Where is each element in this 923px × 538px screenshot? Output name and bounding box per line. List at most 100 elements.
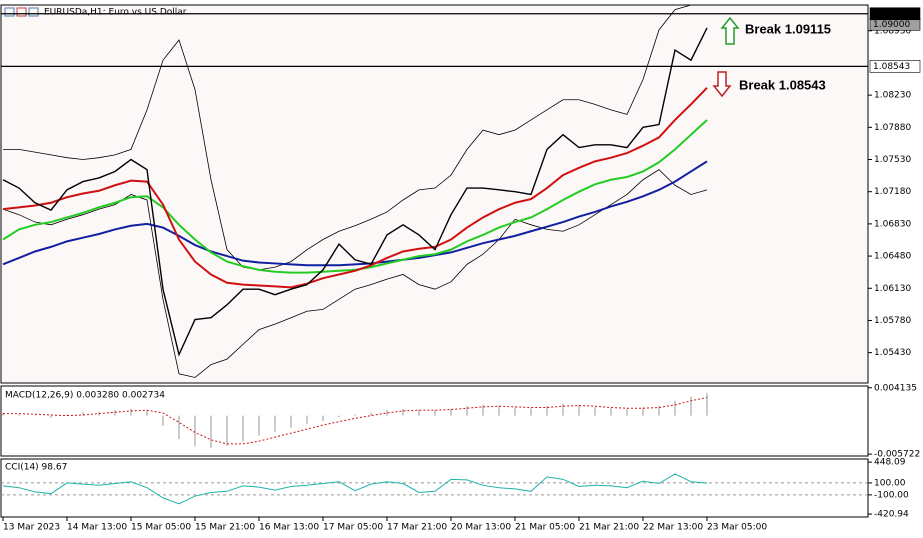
x-tick-label: 21 Mar 21:00 bbox=[579, 523, 639, 533]
histogram-bar bbox=[386, 410, 388, 416]
y-tick-label: 1.06480 bbox=[874, 252, 911, 262]
y-tick-label: 448.09 bbox=[874, 458, 906, 468]
x-tick-label: 23 Mar 05:00 bbox=[707, 523, 767, 533]
histogram-bar bbox=[290, 415, 292, 428]
histogram-bar bbox=[642, 407, 644, 416]
histogram-bar bbox=[338, 415, 340, 417]
panel-plot bbox=[2, 393, 708, 448]
y-tick-label: -0.005722 bbox=[874, 450, 920, 460]
y-tick-label: 0.004135 bbox=[874, 383, 917, 393]
y-tick-label: -100.00 bbox=[874, 490, 909, 500]
histogram-bar bbox=[114, 410, 116, 416]
panel-plot bbox=[1, 473, 868, 505]
histogram-bar bbox=[434, 410, 436, 416]
histogram-bar bbox=[306, 415, 308, 424]
histogram-bar bbox=[690, 396, 692, 416]
histogram-bar bbox=[50, 415, 52, 418]
x-tick-label: 20 Mar 13:00 bbox=[451, 523, 511, 533]
y-tick-label: 1.06130 bbox=[874, 284, 911, 294]
price-tag-label: 1.09000 bbox=[873, 20, 910, 30]
x-tick-label: 15 Mar 05:00 bbox=[131, 523, 191, 533]
down-arrow bbox=[712, 71, 732, 98]
indicator-line bbox=[3, 396, 708, 445]
histogram-bar bbox=[418, 409, 420, 416]
icon bbox=[4, 7, 15, 17]
histogram-bar bbox=[194, 415, 196, 446]
histogram-bar bbox=[130, 408, 132, 416]
histogram-bar bbox=[674, 400, 676, 416]
price-line bbox=[2, 87, 708, 289]
histogram-bar bbox=[66, 414, 68, 416]
price-line bbox=[3, 5, 707, 271]
macd-panel bbox=[0, 385, 869, 457]
histogram-bar bbox=[370, 412, 372, 416]
histogram-bar bbox=[322, 415, 324, 421]
x-tick-label: 17 Mar 05:00 bbox=[323, 523, 383, 533]
macd-title: MACD(12,26,9) 0.003280 0.002734 bbox=[5, 391, 165, 401]
x-tick-label: 14 Mar 13:00 bbox=[67, 523, 127, 533]
annotation: Break 1.08543 bbox=[739, 77, 826, 92]
histogram-bar bbox=[562, 403, 564, 416]
price-line bbox=[2, 27, 708, 357]
y-tick-label: 1.08930 bbox=[874, 26, 911, 36]
y-tick-label: -420.94 bbox=[874, 510, 909, 520]
price-tag-label: 1.08543 bbox=[873, 62, 910, 72]
histogram-bar bbox=[466, 406, 468, 416]
histogram-bar bbox=[18, 414, 20, 416]
histogram-bar bbox=[274, 415, 276, 432]
y-tick-label: 100.00 bbox=[874, 478, 906, 488]
x-tick-label: 15 Mar 21:00 bbox=[195, 523, 255, 533]
x-tick-label: 13 Mar 2023 bbox=[3, 523, 60, 533]
y-tick-label: 1.06830 bbox=[874, 219, 911, 229]
histogram-bar bbox=[658, 406, 660, 416]
histogram-bar bbox=[210, 415, 212, 448]
price-tag bbox=[869, 7, 921, 21]
histogram-bar bbox=[258, 415, 260, 436]
chart-title: EURUSDa,H1: Euro vs US Dollar bbox=[44, 8, 187, 18]
x-tick-label: 22 Mar 13:00 bbox=[643, 523, 703, 533]
cci-panel bbox=[0, 458, 869, 518]
histogram-bar bbox=[226, 415, 228, 446]
panel-plot bbox=[2, 5, 708, 378]
y-tick-label: 1.05780 bbox=[874, 316, 911, 326]
histogram-bar bbox=[242, 415, 244, 442]
y-tick-label: 1.07180 bbox=[874, 187, 911, 197]
histogram-bar bbox=[482, 404, 484, 416]
y-tick-label: 1.07880 bbox=[874, 123, 911, 133]
histogram-bar bbox=[354, 414, 356, 416]
y-tick-label: 1.07530 bbox=[874, 155, 911, 165]
histogram-bar bbox=[146, 410, 148, 416]
histogram-bar bbox=[402, 408, 404, 416]
histogram-bar bbox=[594, 406, 596, 416]
histogram-bar bbox=[706, 393, 708, 416]
histogram-bar bbox=[162, 415, 164, 426]
y-tick-label: 1.05430 bbox=[874, 348, 911, 358]
indicator-line bbox=[2, 473, 708, 505]
histogram-bar bbox=[626, 408, 628, 416]
histogram-bar bbox=[450, 408, 452, 416]
histogram-bar bbox=[2, 412, 4, 416]
price-tag-label: 1.09115 bbox=[873, 9, 910, 19]
up-arrow bbox=[720, 16, 740, 45]
price-tag bbox=[869, 60, 921, 73]
histogram-bar bbox=[514, 407, 516, 416]
icon bbox=[16, 7, 27, 17]
main-panel bbox=[0, 4, 869, 384]
cci-title: CCI(14) 98.67 bbox=[5, 463, 67, 473]
x-tick-label: 16 Mar 13:00 bbox=[259, 523, 319, 533]
histogram-bar bbox=[82, 412, 84, 416]
y-tick-label: 1.08230 bbox=[874, 91, 911, 101]
icon bbox=[28, 7, 39, 17]
annotation: Break 1.09115 bbox=[745, 21, 831, 36]
histogram-bar bbox=[578, 404, 580, 416]
x-tick-label: 17 Mar 21:00 bbox=[387, 523, 447, 533]
histogram-bar bbox=[498, 405, 500, 416]
histogram-bar bbox=[34, 415, 36, 417]
histogram-bar bbox=[178, 415, 180, 440]
x-tick-label: 21 Mar 05:00 bbox=[515, 523, 575, 533]
histogram-bar bbox=[610, 408, 612, 416]
price-line bbox=[2, 160, 708, 267]
histogram-bar bbox=[546, 406, 548, 416]
